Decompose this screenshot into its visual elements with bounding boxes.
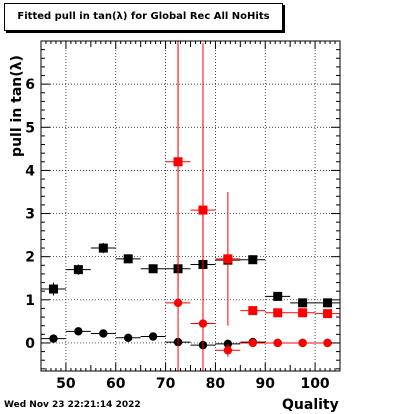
data-point xyxy=(240,338,266,348)
data-point xyxy=(265,291,291,301)
circle-marker xyxy=(323,338,332,348)
y-tick-label: 2 xyxy=(25,250,35,266)
data-point xyxy=(215,343,241,357)
square-marker xyxy=(323,298,333,308)
data-point xyxy=(65,327,91,336)
x-tick-label: 90 xyxy=(256,376,276,392)
circle-marker xyxy=(148,332,158,341)
chart-title: Fitted pull in tan(λ) for Global Rec All… xyxy=(17,11,270,22)
data-point xyxy=(140,332,166,341)
x-tick-label: 100 xyxy=(300,376,329,392)
data-point xyxy=(90,329,116,338)
x-tick-label: 70 xyxy=(156,376,176,392)
circle-marker xyxy=(298,338,307,348)
data-point xyxy=(90,242,116,254)
square-marker xyxy=(323,309,333,319)
square-marker xyxy=(148,264,158,274)
x-tick-label: 60 xyxy=(106,376,126,392)
circle-marker xyxy=(223,339,233,349)
data-point xyxy=(240,306,266,316)
circle-marker xyxy=(124,333,133,342)
circle-marker xyxy=(248,338,257,348)
x-tick-label: 50 xyxy=(56,376,76,392)
x-tick-label: 80 xyxy=(206,376,226,392)
data-point xyxy=(41,282,66,296)
square-marker xyxy=(248,255,258,265)
data-point xyxy=(140,264,166,274)
y-tick-label: 6 xyxy=(25,77,35,93)
data-point xyxy=(315,309,340,319)
data-point xyxy=(240,255,266,265)
axes: 50 60 70 80 90 100 0 1 2 3 4 5 6 xyxy=(25,41,341,392)
circle-marker xyxy=(74,327,83,336)
square-marker xyxy=(48,284,58,294)
square-marker xyxy=(298,308,308,318)
circle-marker xyxy=(198,319,208,328)
data-point xyxy=(265,338,291,348)
data-point xyxy=(190,43,216,371)
circle-marker xyxy=(99,329,108,338)
circle-marker xyxy=(173,298,183,308)
data-point xyxy=(115,333,141,342)
data-points xyxy=(41,41,340,371)
y-tick-label: 0 xyxy=(25,336,35,352)
data-point xyxy=(290,338,316,348)
chart-title-box: Fitted pull in tan(λ) for Global Rec All… xyxy=(4,3,283,31)
square-marker xyxy=(98,243,108,253)
grid xyxy=(41,41,340,371)
data-point xyxy=(165,41,191,371)
square-marker xyxy=(73,265,83,275)
timestamp: Wed Nov 23 22:21:14 2022 xyxy=(4,400,141,410)
square-marker xyxy=(273,308,283,318)
y-tick-label: 5 xyxy=(25,120,35,136)
square-marker xyxy=(248,306,258,316)
y-tick-label: 4 xyxy=(25,163,35,179)
data-point xyxy=(290,298,316,308)
data-point xyxy=(290,308,316,318)
square-marker xyxy=(123,254,133,264)
square-marker xyxy=(298,298,308,308)
circle-marker xyxy=(49,334,58,343)
y-tick-label: 1 xyxy=(25,293,35,309)
data-point xyxy=(115,254,141,264)
x-axis-label: Quality xyxy=(282,397,339,413)
data-point xyxy=(315,298,340,308)
circle-marker xyxy=(273,338,282,348)
square-marker xyxy=(273,291,283,301)
plot-frame xyxy=(40,40,341,372)
data-point xyxy=(265,308,291,318)
y-tick-label: 3 xyxy=(25,207,35,223)
data-point xyxy=(65,264,91,275)
data-point xyxy=(215,191,241,326)
y-axis-label: pull in tan(λ) xyxy=(9,55,25,157)
data-point xyxy=(41,334,66,343)
square-marker xyxy=(223,254,233,264)
circle-marker xyxy=(223,346,233,355)
